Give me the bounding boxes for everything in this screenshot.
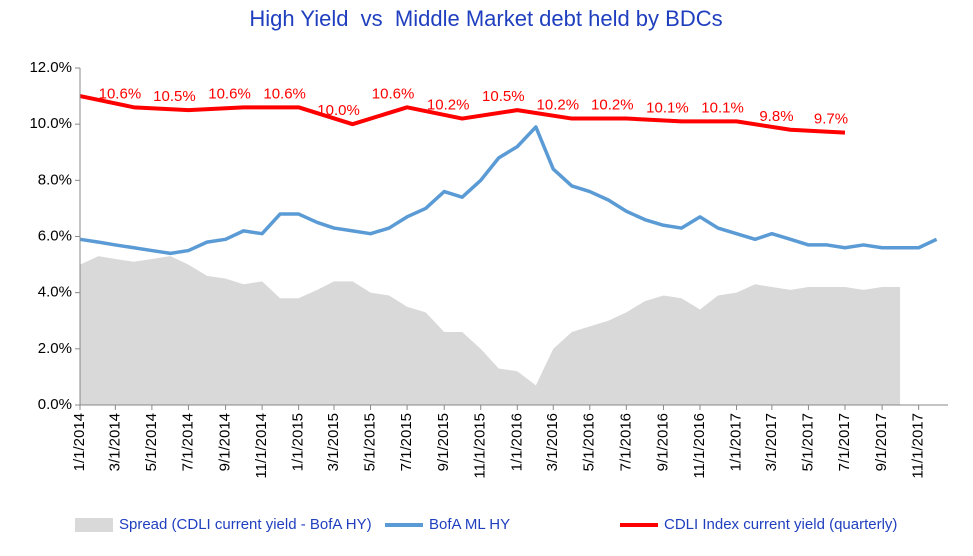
x-tick-label: 9/1/2014 bbox=[217, 413, 234, 471]
x-tick-label: 7/1/2016 bbox=[617, 413, 634, 471]
x-tick-label: 7/1/2017 bbox=[836, 413, 853, 471]
x-tick-label: 5/1/2016 bbox=[581, 413, 598, 471]
x-tick-label: 9/1/2017 bbox=[873, 413, 890, 471]
data-label: 10.6% bbox=[372, 85, 415, 102]
data-label: 10.2% bbox=[537, 97, 580, 114]
y-tick-label: 10.0% bbox=[29, 115, 72, 132]
legend-swatch bbox=[75, 518, 113, 532]
x-tick-label: 9/1/2015 bbox=[435, 413, 452, 471]
x-tick-label: 5/1/2017 bbox=[799, 413, 816, 471]
legend-label: BofA ML HY bbox=[429, 516, 510, 533]
data-label: 10.6% bbox=[99, 85, 142, 102]
x-tick-label: 9/1/2016 bbox=[654, 413, 671, 471]
x-tick-label: 3/1/2014 bbox=[106, 413, 123, 471]
y-tick-label: 8.0% bbox=[38, 171, 72, 188]
x-tick-label: 1/1/2015 bbox=[290, 413, 307, 471]
x-tick-label: 1/1/2017 bbox=[728, 413, 745, 471]
line bbox=[79, 125, 938, 256]
x-tick-label: 11/1/2017 bbox=[910, 413, 927, 479]
x-tick-label: 11/1/2014 bbox=[253, 413, 270, 479]
x-tick-label: 3/1/2015 bbox=[325, 413, 342, 471]
area bbox=[80, 256, 901, 405]
x-tick-label: 5/1/2015 bbox=[362, 413, 379, 471]
data-label: 10.0% bbox=[317, 102, 360, 119]
y-tick-label: 6.0% bbox=[38, 227, 72, 244]
data-label: 10.1% bbox=[646, 99, 689, 116]
x-tick-label: 1/1/2016 bbox=[508, 413, 525, 471]
legend-label: Spread (CDLI current yield - BofA HY) bbox=[119, 516, 372, 533]
data-label: 10.5% bbox=[482, 88, 525, 105]
legend-label: CDLI Index current yield (quarterly) bbox=[664, 516, 897, 533]
x-tick-label: 7/1/2015 bbox=[398, 413, 415, 471]
data-label: 9.7% bbox=[814, 111, 848, 128]
data-label: 10.6% bbox=[208, 85, 251, 102]
chart-title: High Yield vs Middle Market debt held by… bbox=[249, 6, 722, 31]
data-label: 10.2% bbox=[591, 97, 634, 114]
line bbox=[79, 94, 846, 135]
x-tick-label: 11/1/2015 bbox=[472, 413, 489, 479]
x-tick-label: 11/1/2016 bbox=[691, 413, 708, 479]
y-tick-label: 12.0% bbox=[29, 59, 72, 76]
x-tick-label: 1/1/2014 bbox=[71, 413, 88, 471]
data-label: 10.1% bbox=[701, 99, 744, 116]
y-tick-label: 2.0% bbox=[38, 340, 72, 357]
x-tick-label: 3/1/2017 bbox=[763, 413, 780, 471]
y-tick-label: 0.0% bbox=[38, 396, 72, 413]
data-label: 10.6% bbox=[263, 85, 306, 102]
x-tick-label: 5/1/2014 bbox=[143, 413, 160, 471]
data-label: 10.2% bbox=[427, 97, 470, 114]
y-tick-label: 4.0% bbox=[38, 284, 72, 301]
data-label: 9.8% bbox=[759, 108, 793, 125]
x-tick-label: 3/1/2016 bbox=[544, 413, 561, 471]
data-label: 10.5% bbox=[153, 88, 196, 105]
x-tick-label: 7/1/2014 bbox=[179, 413, 196, 471]
